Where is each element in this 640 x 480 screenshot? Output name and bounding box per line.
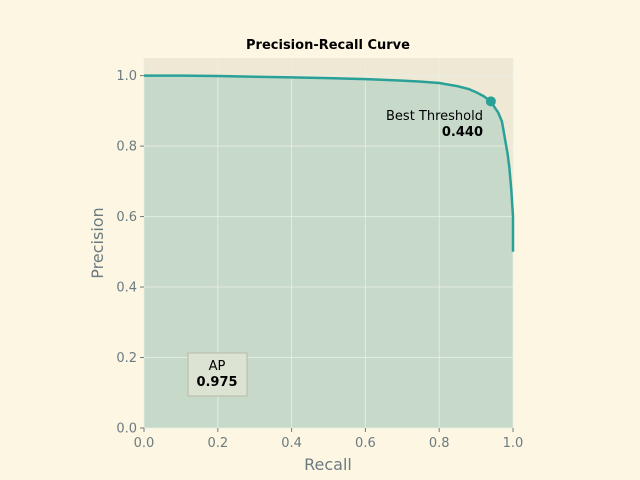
- x-axis-label: Recall: [304, 455, 352, 474]
- y-tick-label: 0.4: [116, 281, 137, 296]
- y-tick-label: 0.6: [116, 210, 137, 225]
- x-axis-ticks: 0.0 0.2 0.4 0.6 0.8 1.0: [134, 428, 524, 451]
- chart-title: Precision-Recall Curve: [246, 38, 410, 53]
- best-threshold-value: 0.440: [442, 125, 483, 140]
- y-tick-label: 1.0: [116, 69, 137, 84]
- x-tick-label: 0.6: [355, 436, 376, 451]
- ap-label: AP: [209, 359, 226, 374]
- best-threshold-label: Best Threshold: [386, 109, 483, 124]
- curve-area-fill: [144, 75, 513, 428]
- y-tick-label: 0.2: [116, 351, 137, 366]
- x-tick-label: 1.0: [503, 436, 524, 451]
- y-axis-ticks: 0.0 0.2 0.4 0.6 0.8 1.0: [116, 69, 144, 437]
- ap-box: [187, 352, 248, 397]
- y-tick-label: 0.0: [116, 422, 137, 437]
- series-line: [144, 74, 515, 252]
- x-tick-label: 0.8: [429, 436, 450, 451]
- x-tick-label: 0.0: [134, 436, 155, 451]
- x-tick-label: 0.2: [207, 436, 228, 451]
- x-tick-label: 0.4: [281, 436, 302, 451]
- best-threshold-marker: [485, 96, 496, 107]
- ap-value: 0.975: [196, 375, 237, 390]
- y-tick-label: 0.8: [116, 140, 137, 155]
- y-axis-label: Precision: [88, 207, 107, 278]
